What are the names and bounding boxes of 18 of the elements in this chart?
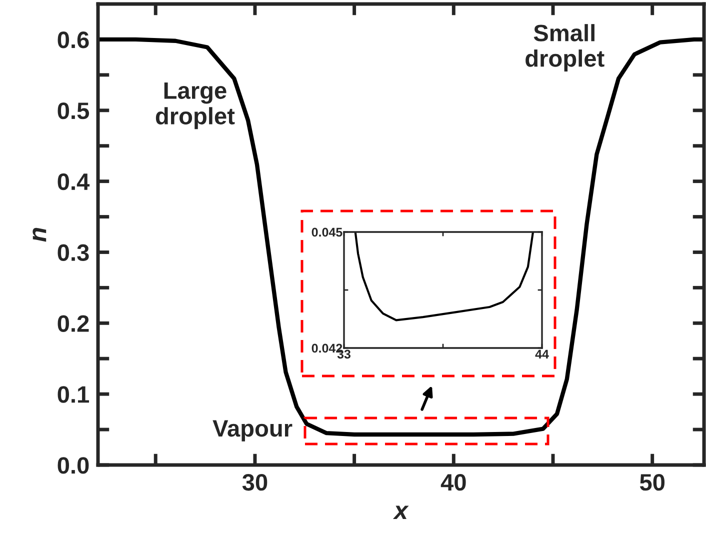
annotation: Large droplet — [156, 82, 235, 130]
x-axis-title: x — [392, 506, 409, 520]
x-tick-label: 40 — [440, 474, 466, 491]
y-tick-label: 0.1 — [58, 386, 90, 403]
y-tick-label: 0.045 — [312, 228, 342, 237]
y-tick-label: 0.6 — [58, 32, 89, 48]
x-tick-label: 30 — [242, 474, 268, 491]
annotation: Small droplet — [526, 24, 604, 72]
y-tick-label: 0.0 — [58, 457, 89, 474]
y-tick-label: 0.3 — [58, 244, 89, 262]
y-tick-label: 0.5 — [58, 102, 90, 120]
x-tick-label: 44 — [535, 350, 549, 358]
y-axis-title: n — [32, 228, 46, 242]
y-tick-label: 0.4 — [58, 173, 90, 190]
annotation: Vapour — [212, 420, 292, 442]
x-tick-label: 50 — [640, 474, 665, 491]
line-series — [354, 232, 534, 322]
y-tick-label: 0.2 — [58, 315, 89, 332]
